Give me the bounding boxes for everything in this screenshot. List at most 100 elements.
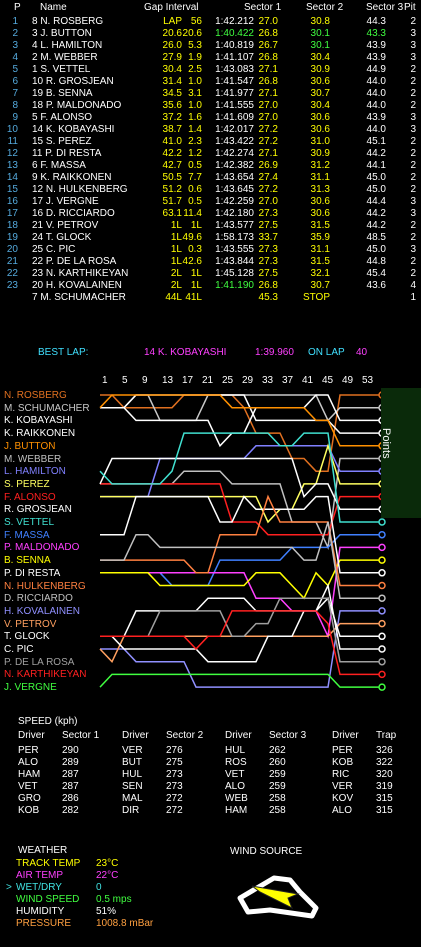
table-row: 10 14 K. KOBAYASHI 38.7 1.4 1:42.017 27.2 30.6… bbox=[0, 124, 421, 136]
row-driver: 20 H. KOVALAINEN bbox=[32, 280, 122, 291]
speed-driver: ALO bbox=[332, 805, 353, 816]
row-sector3: 43.3 bbox=[366, 28, 386, 39]
row-pit: 3 bbox=[410, 112, 416, 123]
series-line bbox=[99, 432, 382, 523]
row-pit: 2 bbox=[410, 220, 416, 231]
row-lap-time: 1:42.274 bbox=[215, 148, 254, 159]
row-pit: 2 bbox=[410, 172, 416, 183]
row-lap-time: 1:43.844 bbox=[215, 256, 254, 267]
row-sector1: 27.0 bbox=[258, 100, 278, 111]
table-row: 1 8 N. ROSBERG LAP 56 1:42.212 27.0 30.8 44.3 2 bbox=[0, 16, 421, 28]
row-interval: 2.5 bbox=[188, 64, 202, 75]
row-sector1: 27.3 bbox=[258, 256, 278, 267]
weather-value: 1008.8 mBar bbox=[96, 918, 154, 929]
row-lap-time: 1:42.212 bbox=[215, 16, 254, 27]
row-gap: 38.7 bbox=[162, 124, 182, 135]
row-sector2: 30.1 bbox=[310, 28, 330, 39]
table-row: 20 25 C. PIC 1L 0.3 1:43.555 27.3 31.1 45.0 3 bbox=[0, 244, 421, 256]
speed-driver-header: Driver bbox=[122, 730, 149, 741]
row-gap: 51.2 bbox=[162, 184, 182, 195]
row-driver: 8 N. ROSBERG bbox=[32, 16, 104, 27]
speed-value: 286 bbox=[62, 793, 79, 804]
table-row: 5 1 S. VETTEL 30.4 2.5 1:43.083 27.1 30.9 44.9 2 bbox=[0, 64, 421, 76]
row-gap: 1L bbox=[170, 244, 182, 255]
legend-entry: P. DE LA ROSA bbox=[4, 656, 75, 668]
legend-entry: C. PIC bbox=[4, 644, 34, 655]
row-gap: 51.7 bbox=[162, 196, 182, 207]
row-position: 4 bbox=[12, 52, 18, 63]
row-driver: 6 F. MASSA bbox=[32, 160, 86, 171]
row-pit: 3 bbox=[410, 196, 416, 207]
speed-driver: KOB bbox=[18, 805, 40, 816]
speed-value: 290 bbox=[62, 745, 79, 756]
row-lap-time: 1:45.128 bbox=[215, 268, 254, 279]
speed-value: 319 bbox=[376, 781, 393, 792]
speed-sector-header: Trap bbox=[376, 730, 397, 741]
speed-driver: BUT bbox=[122, 757, 142, 768]
row-sector2: 30.6 bbox=[310, 208, 330, 219]
row-sector1: 27.0 bbox=[258, 196, 278, 207]
speed-value: 322 bbox=[376, 757, 393, 768]
row-position: 20 bbox=[6, 244, 18, 255]
legend-entry: S. PEREZ bbox=[4, 478, 50, 490]
row-pit: 3 bbox=[410, 208, 416, 219]
row-pit: 2 bbox=[410, 100, 416, 111]
weather-value: 22°C bbox=[96, 870, 119, 881]
series-line bbox=[99, 457, 382, 511]
series-end-marker bbox=[378, 670, 386, 679]
speed-value: 287 bbox=[62, 769, 79, 780]
row-gap: 42.7 bbox=[162, 160, 182, 171]
row-interval: 1L bbox=[190, 280, 202, 291]
col-sector2: Sector 2 bbox=[306, 2, 344, 13]
wind-source-track-icon bbox=[237, 875, 319, 919]
series-line bbox=[100, 495, 382, 574]
row-sector3: 45.0 bbox=[366, 184, 386, 195]
series-line bbox=[99, 394, 382, 447]
speed-value: 273 bbox=[166, 769, 183, 780]
row-lap-time: 1:40.819 bbox=[215, 40, 254, 51]
row-interval: 1.0 bbox=[188, 100, 202, 111]
weather-label: PRESSURE bbox=[16, 918, 72, 929]
row-gap: 1L bbox=[170, 220, 182, 231]
row-position: 17 bbox=[6, 208, 18, 219]
table-row: 14 9 K. RAIKKONEN 50.5 7.7 1:43.654 27.4 31.1 4… bbox=[0, 172, 421, 184]
lap-chart bbox=[99, 391, 386, 691]
row-driver: 18 P. MALDONADO bbox=[32, 100, 122, 111]
row-gap: 2L bbox=[170, 268, 182, 279]
weather-value: 23°C bbox=[96, 858, 119, 869]
weather-label: AIR TEMP bbox=[16, 870, 64, 881]
row-pit: 2 bbox=[410, 64, 416, 75]
row-lap-time: 1:43.577 bbox=[215, 220, 254, 231]
row-driver: 12 N. HULKENBERG bbox=[32, 184, 128, 195]
row-sector3: 44.2 bbox=[366, 208, 386, 219]
legend-entry: R. GROSJEAN bbox=[4, 504, 72, 516]
speed-driver: KOB bbox=[332, 757, 354, 768]
row-position: 2 bbox=[12, 28, 18, 39]
row-lap-time: 1:41.609 bbox=[215, 112, 254, 123]
speed-value: 272 bbox=[166, 805, 183, 816]
row-gap: 1L bbox=[170, 232, 182, 243]
row-driver: 21 V. PETROV bbox=[32, 220, 99, 231]
legend-entry: F. MASSA bbox=[4, 529, 50, 541]
table-row: 9 5 F. ALONSO 37.2 1.6 1:41.609 27.0 30.6 43.9 3 bbox=[0, 112, 421, 124]
row-sector3: 45.4 bbox=[366, 268, 386, 279]
legend-entry: K. KOBAYASHI bbox=[4, 415, 73, 427]
lap-tick-label: 25 bbox=[222, 375, 234, 386]
row-sector1: 27.1 bbox=[258, 64, 278, 75]
row-pit: 2 bbox=[410, 76, 416, 87]
row-lap-time: 1:42.017 bbox=[215, 124, 254, 135]
speed-driver: RIC bbox=[332, 769, 350, 780]
speed-driver: VET bbox=[225, 769, 245, 780]
lap-tick-label: 1 bbox=[102, 375, 108, 386]
row-position: 8 bbox=[12, 100, 18, 111]
row-position: 7 bbox=[12, 88, 18, 99]
speed-sector-header: Sector 3 bbox=[269, 730, 307, 741]
best-lap-lap: 40 bbox=[356, 347, 368, 358]
row-pit: 2 bbox=[410, 256, 416, 267]
col-name: Name bbox=[40, 2, 67, 13]
table-row: 15 12 N. HULKENBERG 51.2 0.6 1:43.645 27.2 31.… bbox=[0, 184, 421, 196]
series-end-marker bbox=[378, 581, 386, 590]
row-gap: 41.0 bbox=[162, 136, 182, 147]
lap-tick-label: 17 bbox=[182, 375, 194, 386]
speed-value: 260 bbox=[269, 757, 286, 768]
